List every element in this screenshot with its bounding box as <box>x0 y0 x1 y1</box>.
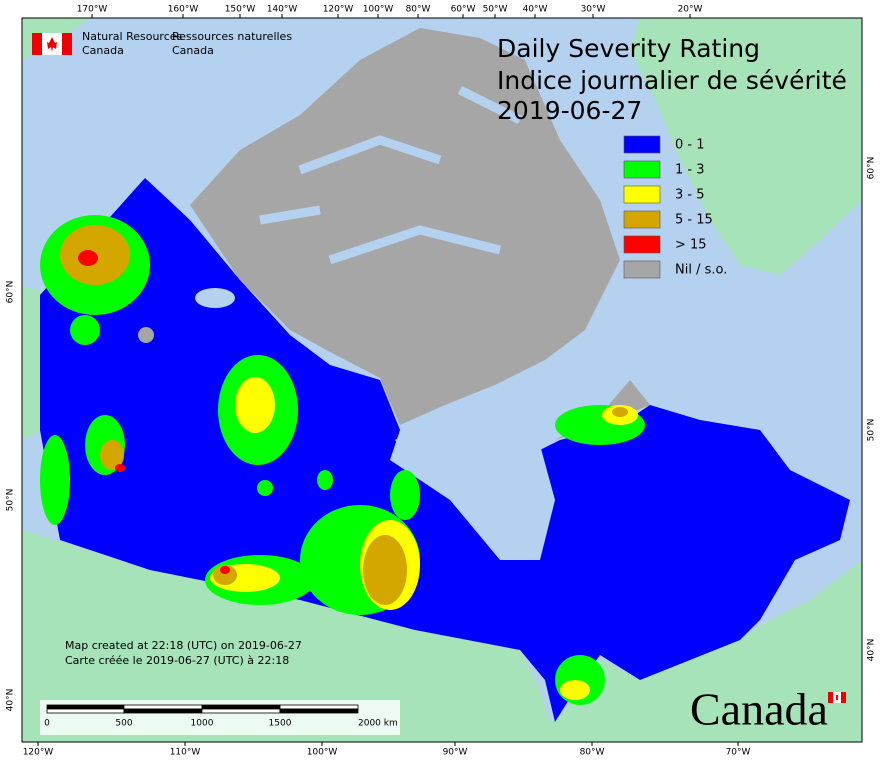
top-lon-label: 100°W <box>363 5 394 15</box>
scale-seg <box>123 708 203 714</box>
top-lon-label: 150°W <box>225 5 256 15</box>
rating-patch <box>317 470 333 490</box>
rating-patch <box>115 464 125 472</box>
note: Map created at 22:18 (UTC) on 2019-06-27 <box>65 639 302 652</box>
left-lat-label: 60°N <box>6 281 16 304</box>
legend-swatch <box>623 135 661 154</box>
rating-patch <box>612 407 628 417</box>
rating-patch <box>213 565 237 585</box>
rating-patch <box>78 250 98 266</box>
top-lon-label: 50°W <box>483 5 508 15</box>
map-body <box>21 17 863 743</box>
wordmark-flag <box>836 695 838 700</box>
rating-patch <box>235 377 275 433</box>
scale-bar: 0 500 1000 1500 2000 km <box>40 700 400 735</box>
wordmark-flag <box>828 692 833 703</box>
top-lon-label: 120°W <box>323 5 354 15</box>
legend-label: > 15 <box>675 238 707 253</box>
rating-patch <box>363 535 407 605</box>
top-lon-label: 170°W <box>77 5 108 15</box>
frame <box>21 17 863 743</box>
scale-label: 1000 <box>191 719 214 729</box>
scale-seg <box>279 704 359 710</box>
north-quebec-nil <box>555 380 650 440</box>
left-lat-label: 50°N <box>6 489 16 512</box>
rating-patch <box>560 680 590 700</box>
graticule-labels: 170°W 160°W 150°W 140°W 120°W 100°W 80°W 60°W 50… <box>6 5 877 758</box>
org-fr: Canada <box>172 44 214 57</box>
rating-patch <box>257 480 273 496</box>
bottom-lon-label: 100°W <box>307 748 338 758</box>
rating-patch <box>220 566 230 574</box>
greenland <box>630 18 862 275</box>
legend-label: 0 - 1 <box>675 138 705 153</box>
flag-bar <box>62 33 72 55</box>
title-date: 2019-06-27 <box>497 96 642 125</box>
legend-swatch <box>623 210 661 229</box>
nil-spot <box>138 327 154 343</box>
legend-swatch <box>623 185 661 204</box>
rating-patch <box>390 470 420 520</box>
scale-seg <box>201 704 281 710</box>
lake <box>195 288 235 308</box>
scale-label: 1500 <box>269 719 292 729</box>
bottom-lon-label: 80°W <box>580 748 605 758</box>
legend-swatch <box>623 235 661 254</box>
wordmark: Canada <box>690 684 828 735</box>
legend-label: 5 - 15 <box>675 213 713 228</box>
wordmark-flag <box>841 692 846 703</box>
legend-label: Nil / s.o. <box>675 263 727 278</box>
rating-patch <box>70 315 100 345</box>
legend-swatch <box>623 160 661 179</box>
title-fr: Indice journalier de sévérité <box>497 66 847 95</box>
arctic-channels <box>259 85 523 265</box>
bottom-lon-label: 120°W <box>23 748 54 758</box>
bottom-lon-label: 70°W <box>726 748 751 758</box>
united-states <box>22 530 862 742</box>
top-lon-label: 80°W <box>406 5 431 15</box>
top-lon-label: 140°W <box>267 5 298 15</box>
right-lat-label: 40°N <box>867 639 877 662</box>
bottom-lon-label: 90°W <box>443 748 468 758</box>
org-fr: Ressources naturelles <box>172 30 292 43</box>
rating-patches <box>40 215 645 705</box>
title-en: Daily Severity Rating <box>497 34 760 63</box>
scale-label: 500 <box>115 719 132 729</box>
legend-label: 1 - 3 <box>675 163 705 178</box>
flag-bar <box>32 33 42 55</box>
scale-seg <box>46 704 125 710</box>
legend-label: 3 - 5 <box>675 188 705 203</box>
right-lat-label: 50°N <box>867 419 877 442</box>
scale-seg <box>123 704 203 710</box>
scale-seg <box>201 708 281 714</box>
maple-leaf <box>47 37 57 52</box>
scale-label: 0 <box>44 719 50 729</box>
top-lon-label: 40°W <box>523 5 548 15</box>
org-en: Natural Resources <box>82 30 183 43</box>
top-lon-label: 20°W <box>678 5 703 15</box>
legend: 0 - 1 1 - 3 3 - 5 5 - 15 > 15 Nil / s.o. <box>623 135 727 279</box>
right-lat-label: 60°N <box>867 157 877 180</box>
legend-swatch <box>623 260 661 279</box>
top-lon-label: 160°W <box>168 5 199 15</box>
scale-seg <box>279 708 359 714</box>
note: Carte créée le 2019-06-27 (UTC) à 22:18 <box>65 654 289 667</box>
hudson-bay <box>395 420 555 560</box>
top-lon-label: 30°W <box>581 5 606 15</box>
bottom-lon-label: 110°W <box>170 748 201 758</box>
top-lon-label: 60°W <box>451 5 476 15</box>
scale-label: 2000 km <box>358 719 398 729</box>
rating-patch <box>40 435 70 525</box>
rating-patch <box>100 440 124 470</box>
arctic-islands <box>190 28 620 425</box>
scale-seg <box>46 708 125 714</box>
org-en: Canada <box>82 44 124 57</box>
left-lat-label: 40°N <box>6 689 16 712</box>
